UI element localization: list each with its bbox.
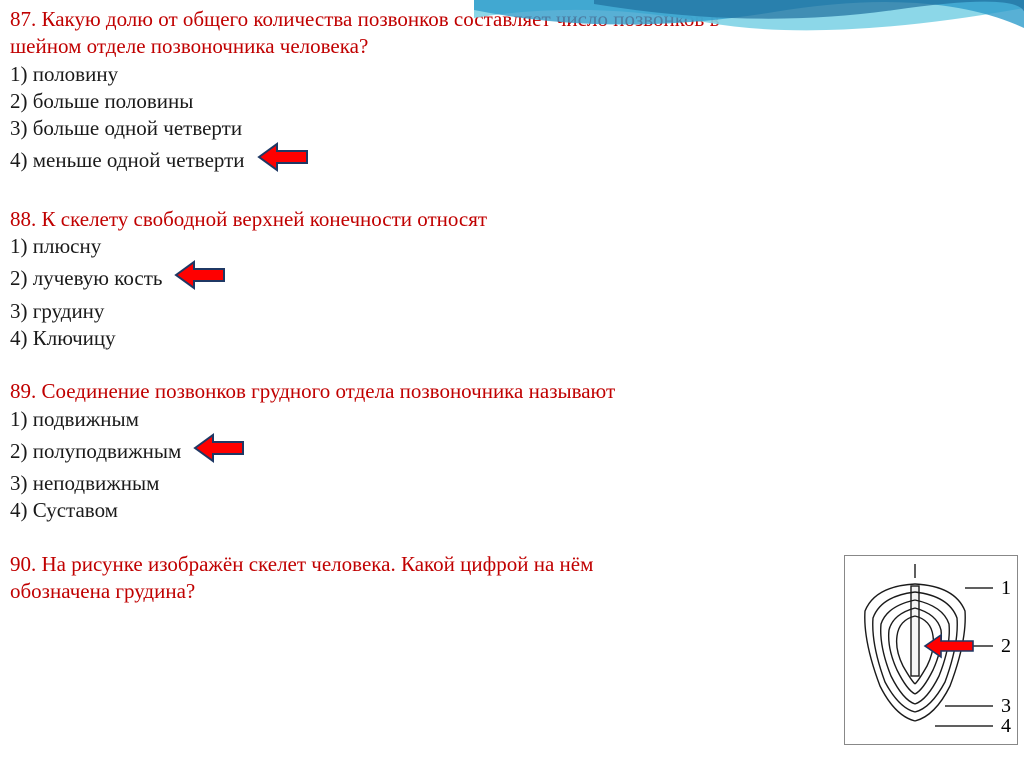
- rib-label-4: 4: [1001, 715, 1011, 737]
- ribcage-diagram: 1 2 3 4: [844, 555, 1018, 745]
- rib-label-3: 3: [1001, 695, 1011, 717]
- q87-line1: 87. Какую долю от общего количества позв…: [10, 6, 1014, 33]
- slide-content: 87. Какую долю от общего количества позв…: [0, 0, 1024, 611]
- q87-line2: шейном отделе позвоночника человека?: [10, 33, 1014, 60]
- rib-label-1: 1: [1001, 577, 1011, 599]
- q89-opt2: 2) полуподвижным: [10, 438, 181, 465]
- q88-opt2: 2) лучевую кость: [10, 265, 162, 292]
- q89-opt4: 4) Суставом: [10, 497, 1014, 524]
- q89-question: 89. Соединение позвонков грудного отдела…: [10, 378, 1014, 405]
- arrow-icon: [193, 433, 245, 470]
- q87-opt3: 3) больше одной четверти: [10, 115, 1014, 142]
- arrow-icon: [174, 260, 226, 297]
- rib-label-2: 2: [1001, 635, 1011, 657]
- q89-opt1: 1) подвижным: [10, 406, 1014, 433]
- q87-opt1: 1) половину: [10, 61, 1014, 88]
- q89-opt3: 3) неподвижным: [10, 470, 1014, 497]
- q88-question: 88. К скелету свободной верхней конечнос…: [10, 206, 1014, 233]
- q88-opt3: 3) грудину: [10, 298, 1014, 325]
- q88-opt1: 1) плюсну: [10, 233, 1014, 260]
- q87-opt4: 4) меньше одной четверти: [10, 147, 245, 174]
- arrow-icon: [257, 142, 309, 179]
- q87-opt2: 2) больше половины: [10, 88, 1014, 115]
- q88-opt4: 4) Ключицу: [10, 325, 1014, 352]
